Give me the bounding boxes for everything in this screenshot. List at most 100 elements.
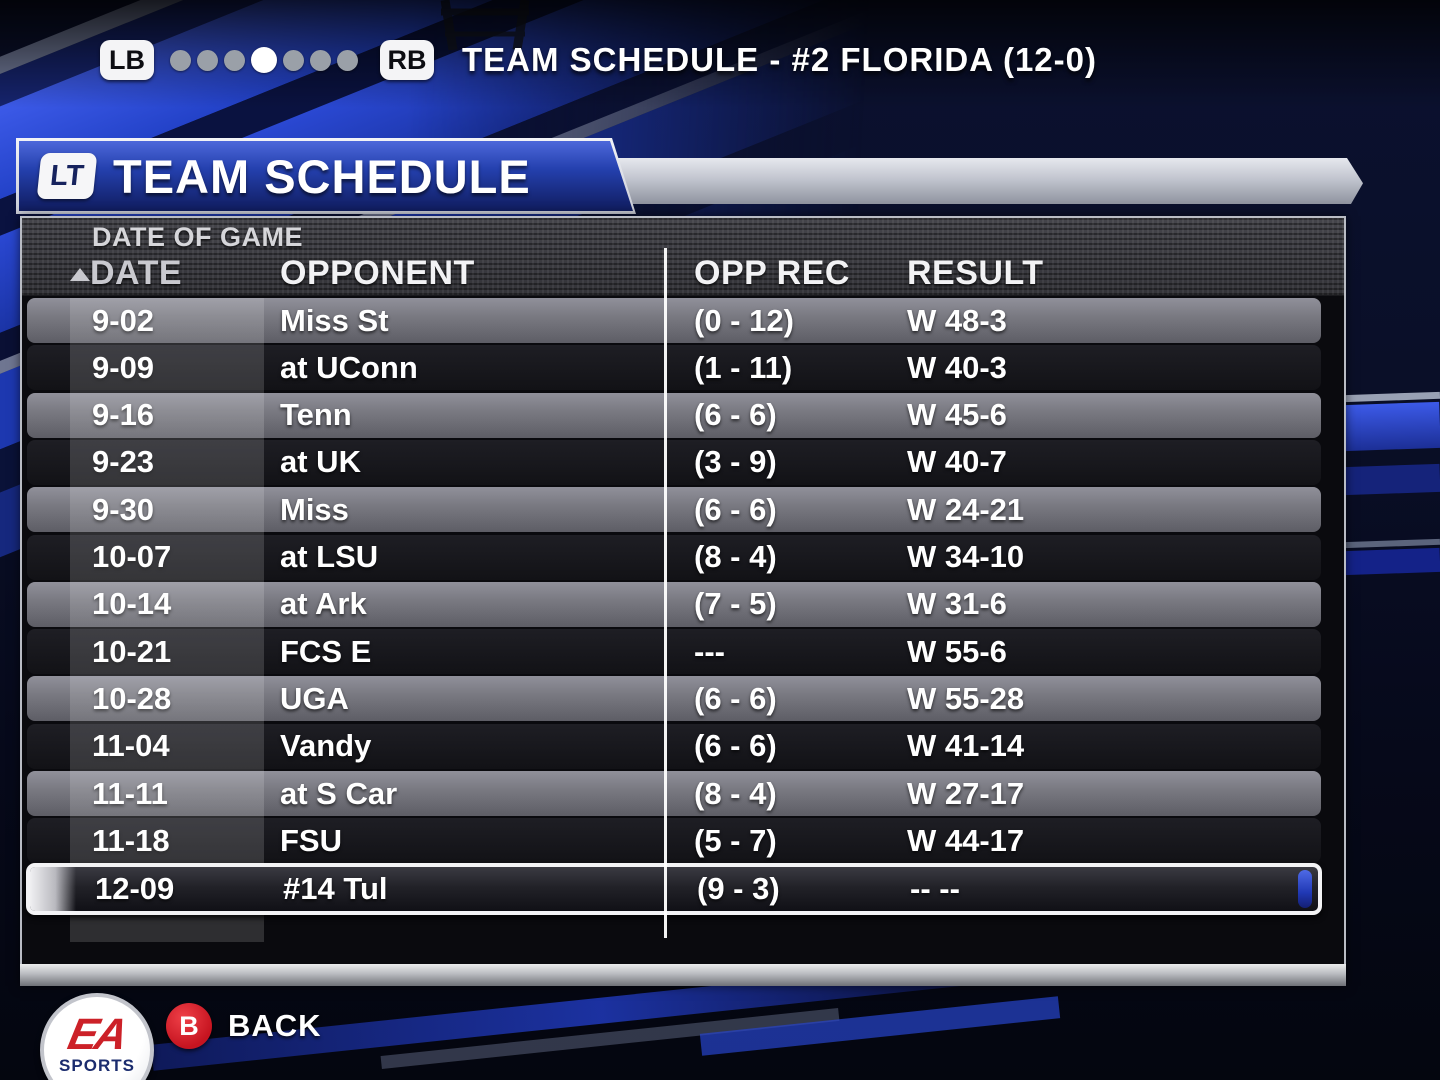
cell-opponent: Tenn xyxy=(280,397,352,433)
cell-result: -- -- xyxy=(910,871,960,906)
back-prompt[interactable]: B BACK xyxy=(166,1003,322,1049)
page-dots xyxy=(170,47,358,73)
ea-sports-logo: EA SPORTS xyxy=(40,993,154,1080)
rb-bumper-button[interactable]: RB xyxy=(380,40,434,80)
table-row[interactable]: 10-21 FCS E --- W 55-6 xyxy=(27,629,1321,675)
cell-opponent: at UK xyxy=(280,444,361,480)
cell-opponent: #14 Tul xyxy=(283,871,388,906)
page-dot-active xyxy=(251,47,277,73)
ea-logo-sports-text: SPORTS xyxy=(59,1056,135,1075)
cell-date: 9-23 xyxy=(92,444,155,480)
table-row[interactable]: 10-07 at LSU (8 - 4) W 34-10 xyxy=(27,534,1321,580)
cell-opponent: at LSU xyxy=(280,539,379,574)
panel-bottom-frame xyxy=(20,964,1346,986)
panel-title-plate: LT TEAM SCHEDULE xyxy=(16,138,636,214)
cell-result: W 40-7 xyxy=(907,444,1007,480)
cell-result: W 40-3 xyxy=(907,349,1007,385)
cell-opp-rec: (0 - 12) xyxy=(694,302,794,338)
back-label: BACK xyxy=(228,1008,322,1043)
screen-title: TEAM SCHEDULE - #2 FLORIDA (12-0) xyxy=(462,41,1097,78)
cell-result: W 48-3 xyxy=(907,302,1007,338)
table-row[interactable]: 9-30 Miss (6 - 6) W 24-21 xyxy=(27,487,1321,533)
column-header-opponent: OPPONENT xyxy=(280,254,475,292)
cell-opponent: at S Car xyxy=(280,775,398,811)
cell-result: W 31-6 xyxy=(907,586,1007,622)
table-row[interactable]: 9-09 at UConn (1 - 11) W 40-3 xyxy=(27,345,1321,391)
cell-result: W 55-28 xyxy=(907,680,1025,716)
cell-date: 10-28 xyxy=(92,680,172,716)
cell-opponent: Miss St xyxy=(280,302,389,338)
page-dot xyxy=(310,49,331,71)
table-row[interactable]: 9-23 at UK (3 - 9) W 40-7 xyxy=(27,439,1321,485)
column-header-opp-rec: OPP REC xyxy=(694,254,850,292)
group-header: DATE OF GAME xyxy=(92,222,303,252)
cell-date: 12-09 xyxy=(95,871,175,906)
cell-result: W 34-10 xyxy=(907,539,1025,574)
cell-opp-rec: (6 - 6) xyxy=(694,680,777,716)
cell-opp-rec: (7 - 5) xyxy=(694,586,777,622)
table-row[interactable]: 11-04 Vandy (6 - 6) W 41-14 xyxy=(27,723,1321,769)
cell-result: W 24-21 xyxy=(907,491,1025,527)
cell-result: W 55-6 xyxy=(907,633,1007,669)
cell-date: 9-09 xyxy=(92,349,155,385)
cell-date: 10-07 xyxy=(92,539,172,574)
schedule-panel: DATE OF GAME DATE OPPONENT OPP REC RESUL… xyxy=(20,216,1346,986)
cell-opponent: Vandy xyxy=(280,728,372,764)
selection-left-cap xyxy=(30,867,76,911)
cell-date: 9-16 xyxy=(92,397,155,433)
cell-date: 11-18 xyxy=(92,822,170,858)
page-dot xyxy=(283,49,304,71)
cell-opp-rec: (9 - 3) xyxy=(697,871,780,906)
cell-result: W 44-17 xyxy=(907,822,1025,858)
cell-opp-rec: (6 - 6) xyxy=(694,728,777,764)
cell-opp-rec: (1 - 11) xyxy=(694,349,793,385)
cell-opp-rec: (8 - 4) xyxy=(694,539,777,574)
page-dot xyxy=(197,49,218,71)
column-divider xyxy=(664,248,667,938)
cell-date: 9-02 xyxy=(92,302,155,338)
column-header-result: RESULT xyxy=(907,254,1044,292)
cell-opponent: Miss xyxy=(280,491,349,527)
cell-opponent: at Ark xyxy=(280,586,367,622)
page-dot xyxy=(170,49,191,71)
table-row[interactable]: 9-02 Miss St (0 - 12) W 48-3 xyxy=(27,298,1321,343)
cell-result: W 41-14 xyxy=(907,728,1025,764)
sort-asc-icon xyxy=(70,268,90,281)
cell-opp-rec: (8 - 4) xyxy=(694,775,777,811)
b-button-icon[interactable]: B xyxy=(166,1003,212,1049)
lb-bumper-button[interactable]: LB xyxy=(100,40,154,80)
table-row-selected[interactable]: 12-09 #14 Tul (9 - 3) -- -- xyxy=(26,863,1322,915)
cell-opp-rec: (3 - 9) xyxy=(694,444,777,480)
cell-opponent: FCS E xyxy=(280,633,372,669)
selection-cursor-pill xyxy=(1298,870,1312,908)
cell-opponent: UGA xyxy=(280,680,349,716)
cell-date: 10-14 xyxy=(92,586,172,622)
cell-opp-rec: (5 - 7) xyxy=(694,822,777,858)
top-hint-bar: LB RB TEAM SCHEDULE - #2 FLORIDA (12-0) xyxy=(0,36,1440,84)
page-dot xyxy=(337,49,358,71)
table-row[interactable]: 10-14 at Ark (7 - 5) W 31-6 xyxy=(27,581,1321,627)
cell-date: 11-11 xyxy=(92,775,168,811)
date-column-band xyxy=(70,298,264,942)
cell-date: 9-30 xyxy=(92,491,155,527)
cell-date: 11-04 xyxy=(92,728,170,764)
cell-opp-rec: --- xyxy=(694,633,725,669)
cell-opp-rec: (6 - 6) xyxy=(694,491,777,527)
table-row[interactable]: 9-16 Tenn (6 - 6) W 45-6 xyxy=(27,392,1321,438)
column-header-date[interactable]: DATE xyxy=(90,254,183,292)
cell-opponent: FSU xyxy=(280,822,342,858)
table-row[interactable]: 11-18 FSU (5 - 7) W 44-17 xyxy=(27,818,1321,864)
lt-trigger-button[interactable]: LT xyxy=(37,153,98,199)
cell-result: W 27-17 xyxy=(907,775,1025,811)
ea-logo-mark: EA xyxy=(64,1010,130,1059)
cell-opponent: at UConn xyxy=(280,349,418,385)
page-dot xyxy=(224,49,245,71)
table-header: DATE OF GAME DATE OPPONENT OPP REC RESUL… xyxy=(22,218,1344,296)
cell-opp-rec: (6 - 6) xyxy=(694,397,777,433)
cell-result: W 45-6 xyxy=(907,397,1007,433)
table-row[interactable]: 11-11 at S Car (8 - 4) W 27-17 xyxy=(27,771,1321,816)
table-row[interactable]: 10-28 UGA (6 - 6) W 55-28 xyxy=(27,676,1321,722)
cell-date: 10-21 xyxy=(92,633,172,669)
panel-title: TEAM SCHEDULE xyxy=(113,149,531,203)
